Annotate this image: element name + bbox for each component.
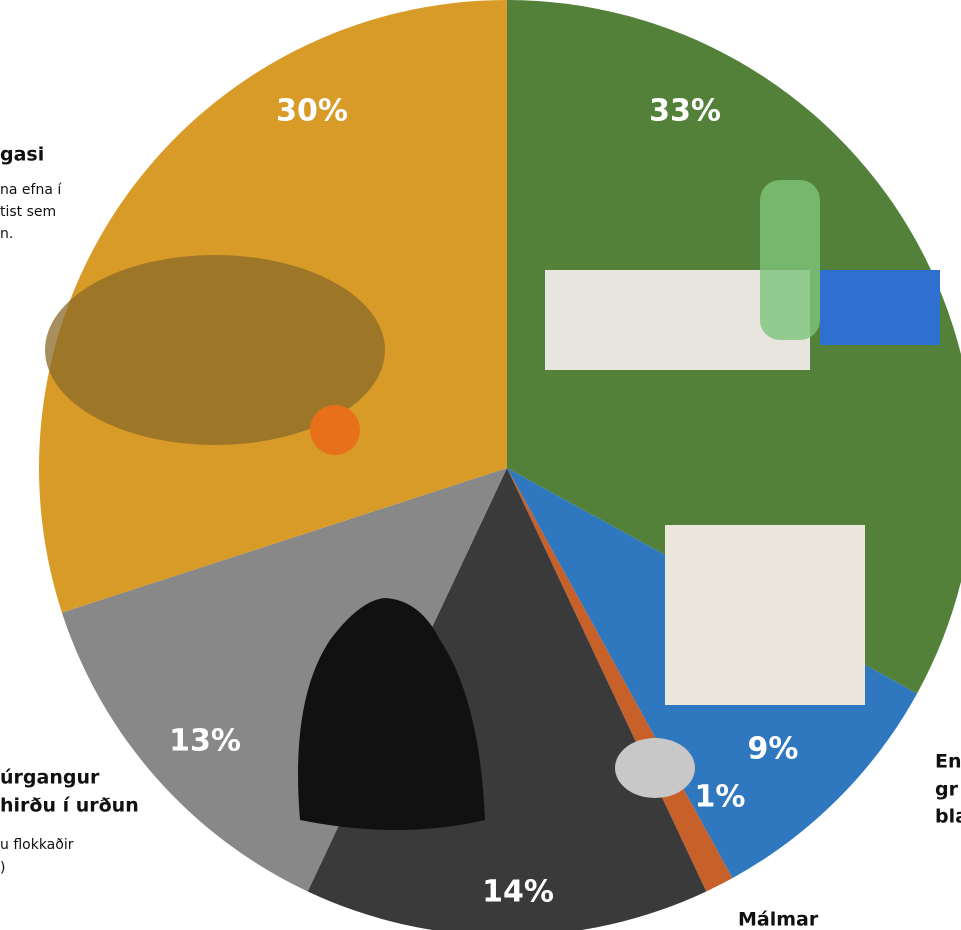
annotation: gr xyxy=(935,779,959,801)
trash-bag xyxy=(298,598,485,830)
slice-label: 30% xyxy=(276,94,348,129)
paper xyxy=(665,525,865,705)
annotation: tist sem xyxy=(0,204,56,220)
orange xyxy=(310,405,360,455)
annotation: n. xyxy=(0,226,13,242)
slice-label: 33% xyxy=(649,94,721,129)
slice-label: 14% xyxy=(482,875,554,910)
annotation: hirðu í urðun xyxy=(0,795,139,817)
annotation: na efna í xyxy=(0,182,62,198)
bottle xyxy=(760,180,820,340)
annotation: ) xyxy=(0,860,5,876)
annotation: bla xyxy=(935,806,961,828)
annotation: gasi xyxy=(0,144,44,166)
annotation: u flokkaðir xyxy=(0,837,74,853)
food-waste xyxy=(45,255,385,445)
tin-can xyxy=(615,738,695,798)
annotation: Málmar xyxy=(738,909,819,930)
slice-label: 9% xyxy=(748,732,799,767)
pie-slice xyxy=(61,468,508,892)
basket xyxy=(820,270,940,345)
slice-label: 13% xyxy=(169,724,241,759)
illustrations xyxy=(45,180,940,830)
slice-label: 1% xyxy=(695,780,746,815)
annotation: úrgangur xyxy=(0,767,100,789)
annotation: En xyxy=(935,751,961,773)
